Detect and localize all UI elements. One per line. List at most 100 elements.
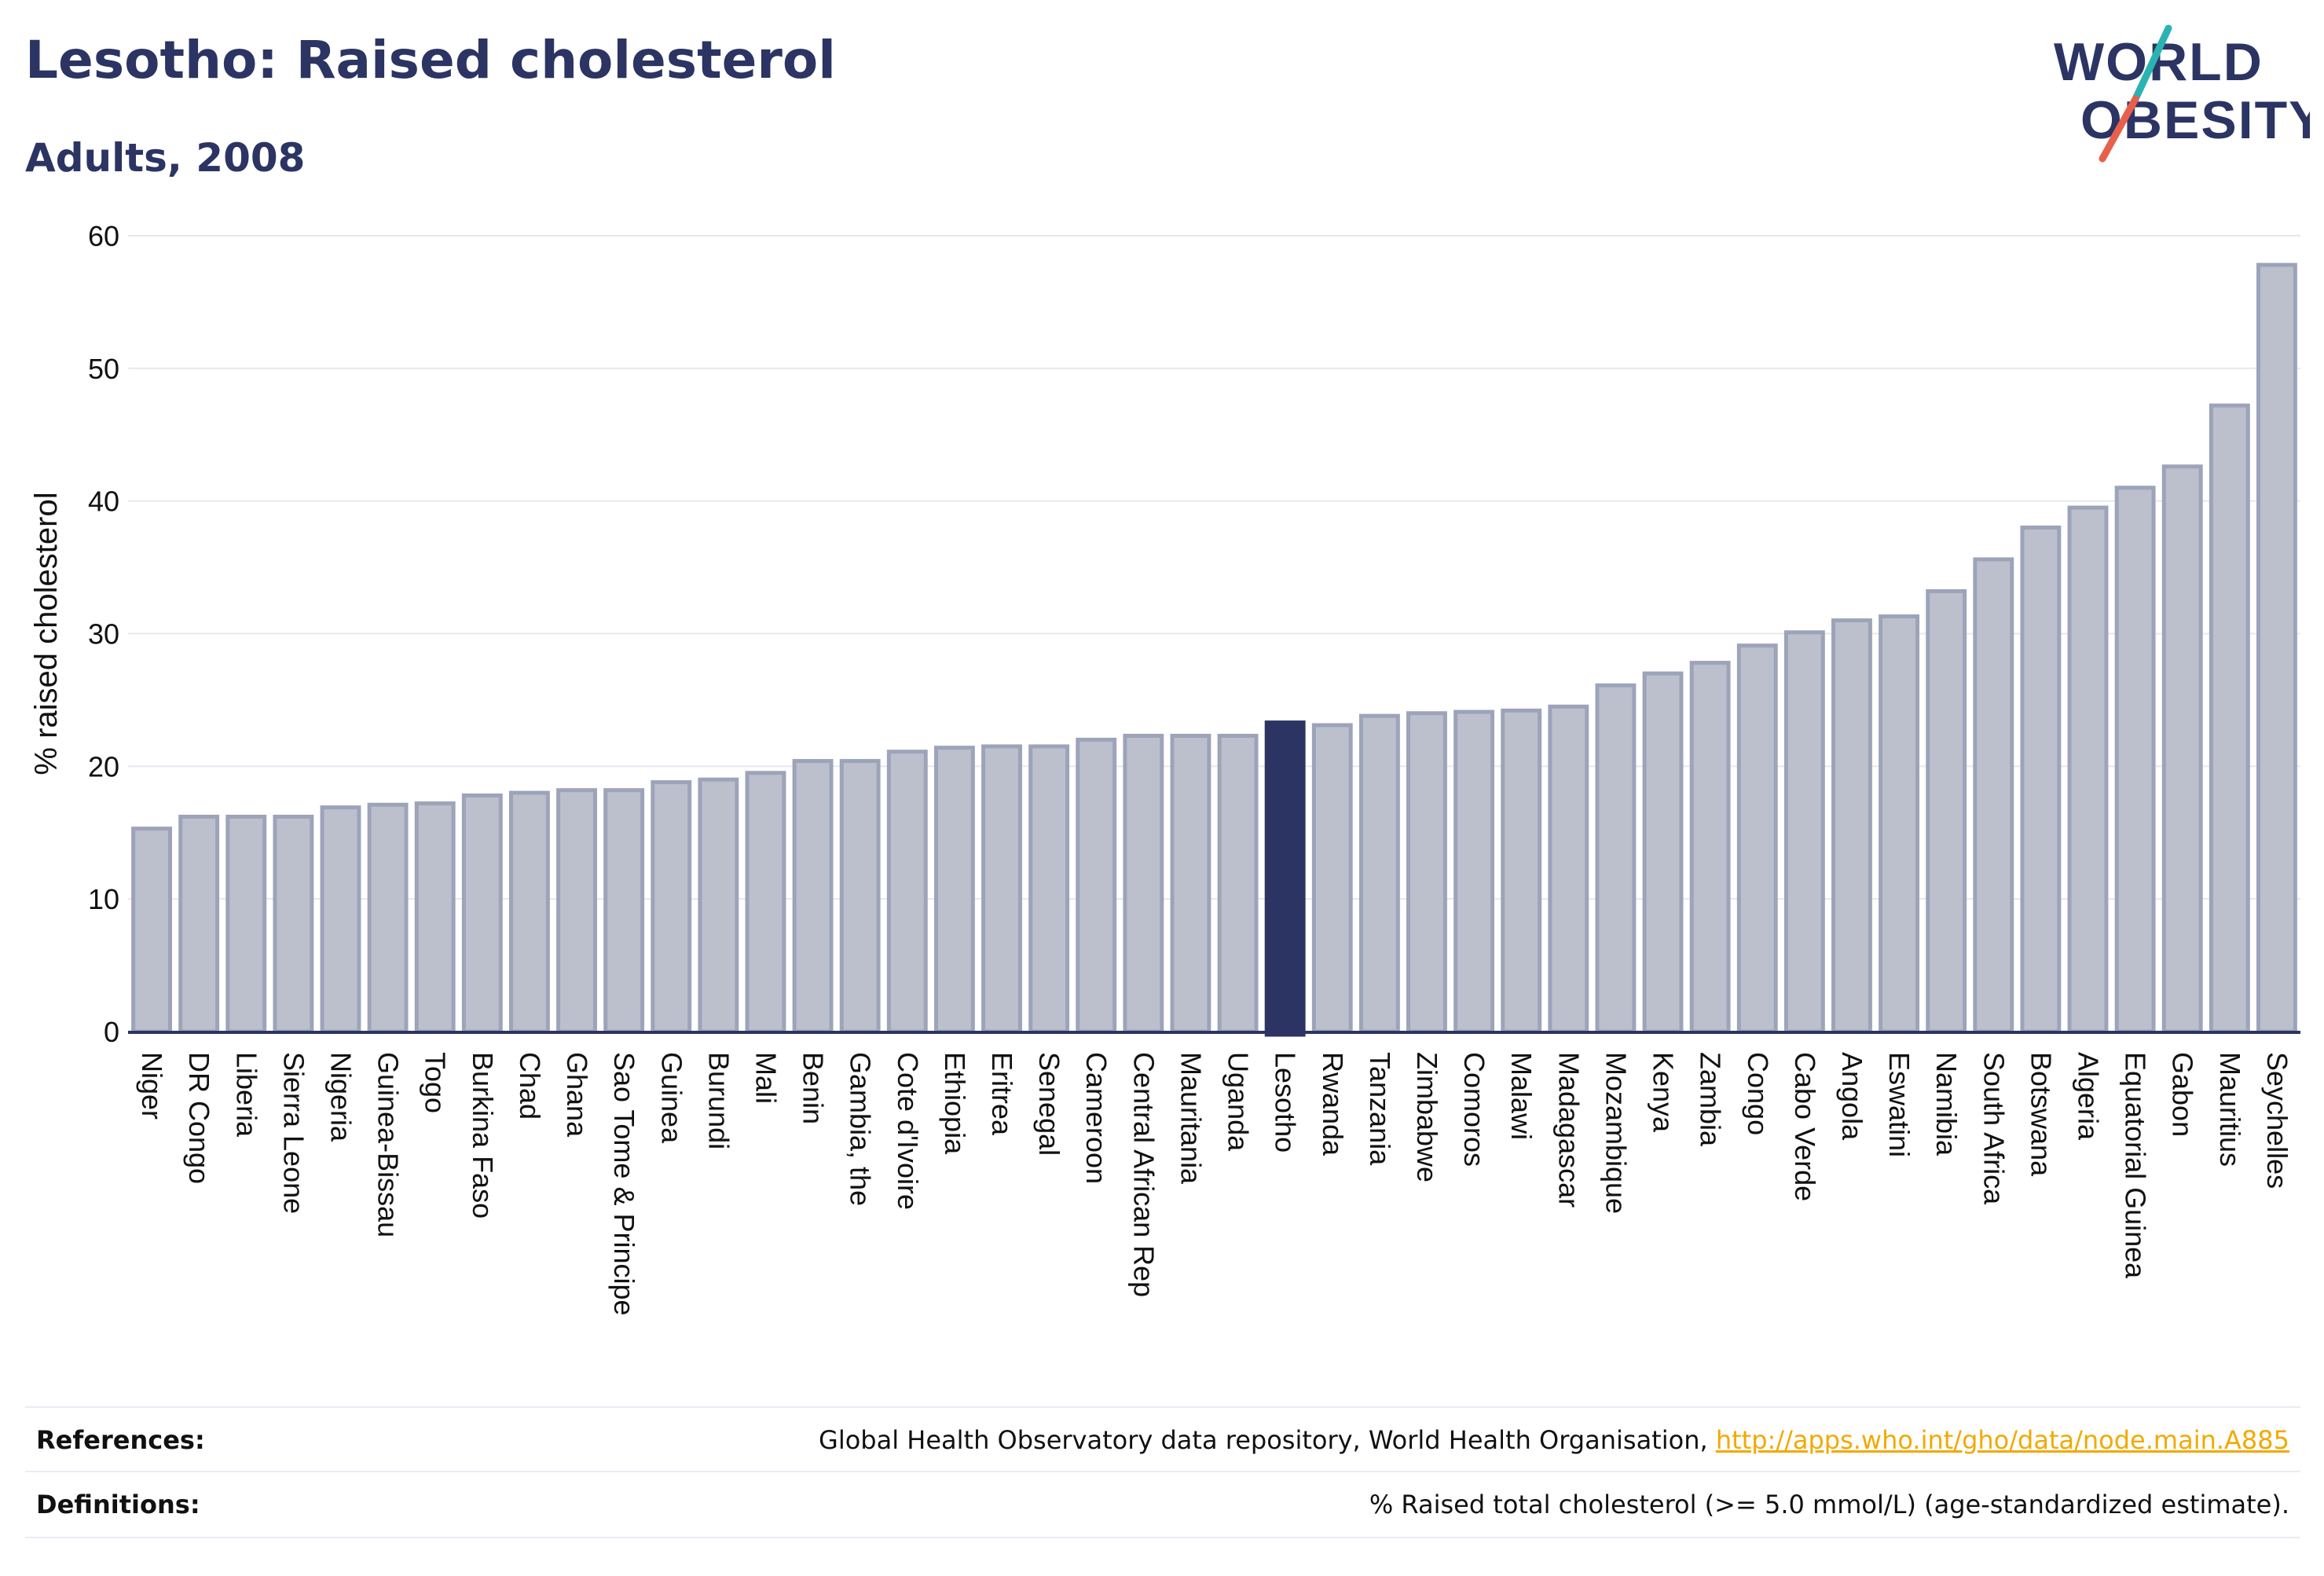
bar <box>367 802 409 1034</box>
references-text: Global Health Observatory data repositor… <box>819 1425 2289 1455</box>
x-tick-label: Guinea <box>655 1052 687 1144</box>
bar <box>131 826 172 1034</box>
y-axis-title: % raised cholesterol <box>29 492 64 775</box>
y-tick-label: 10 <box>88 883 119 915</box>
definitions-text: % Raised total cholesterol (>= 5.0 mmol/… <box>1369 1490 2289 1519</box>
x-tick-label: Mauritania <box>1175 1052 1207 1185</box>
bar <box>886 750 928 1034</box>
bar <box>2256 262 2297 1034</box>
bar <box>981 744 1022 1034</box>
bar <box>2209 403 2250 1034</box>
x-tick-label: Cabo Verde <box>1789 1052 1821 1201</box>
bar <box>745 771 786 1034</box>
x-tick-label: Madagascar <box>1552 1052 1585 1208</box>
bar <box>1501 708 1542 1034</box>
bar <box>1783 630 1825 1034</box>
x-tick-label: Eswatini <box>1883 1052 1915 1157</box>
x-tick-label: Cameroon <box>1080 1052 1113 1184</box>
x-tick-labels: Niger DR Congo Liberia Sierra Leone Nigeria G… <box>136 1052 2293 1316</box>
x-tick-label: Cote d'Ivoire <box>892 1052 924 1210</box>
references-link[interactable]: http://apps.who.int/gho/data/node.main.A… <box>1715 1425 2289 1455</box>
bar-highlight <box>1264 720 1306 1037</box>
x-tick-label: Burkina Faso <box>467 1052 499 1219</box>
x-tick-label: Gabon <box>2167 1052 2199 1137</box>
x-tick-label: Eritrea <box>986 1052 1018 1136</box>
x-tick-label: Sao Tome & Principe <box>608 1052 640 1316</box>
bar <box>178 814 220 1034</box>
x-tick-label: Algeria <box>2073 1052 2105 1141</box>
bar <box>1879 614 1920 1034</box>
x-tick-label: DR Congo <box>183 1052 215 1184</box>
bar <box>414 801 456 1034</box>
x-tick-label: Nigeria <box>324 1052 357 1142</box>
x-tick-label: Namibia <box>1930 1052 1963 1156</box>
x-tick-label: Comoros <box>1458 1052 1490 1167</box>
x-tick-label: Angola <box>1836 1052 1868 1141</box>
bar <box>508 790 550 1034</box>
bar <box>1311 723 1353 1034</box>
bar <box>1736 643 1778 1034</box>
bar <box>1595 683 1637 1034</box>
x-tick-label: Liberia <box>230 1052 262 1138</box>
x-tick-label: Central African Rep <box>1127 1052 1160 1297</box>
bar <box>1642 671 1684 1034</box>
bar <box>273 814 314 1034</box>
bar <box>1358 713 1400 1034</box>
bar <box>1028 744 1070 1034</box>
bar <box>839 759 881 1034</box>
references-source: Global Health Observatory data repositor… <box>819 1425 1716 1455</box>
y-tick-label: 0 <box>104 1016 119 1048</box>
bar <box>1689 661 1731 1034</box>
x-tick-label: Sierra Leone <box>277 1052 310 1214</box>
x-tick-label: Seychelles <box>2261 1052 2293 1189</box>
definitions-row: Definitions: % Raised total cholesterol … <box>25 1471 2300 1538</box>
world-obesity-logo: WORLD OBESITY <box>2054 24 2310 163</box>
y-tick-label: 20 <box>88 750 119 783</box>
x-tick-label: Uganda <box>1222 1052 1255 1152</box>
y-tick-label: 30 <box>88 618 119 651</box>
x-tick-label: Benin <box>797 1052 830 1124</box>
y-tick-label: 40 <box>88 486 119 518</box>
x-tick-label: Guinea-Bissau <box>372 1052 405 1237</box>
bar <box>1926 588 1967 1034</box>
x-tick-label: Togo <box>420 1052 452 1113</box>
definitions-label: Definitions: <box>36 1490 200 1519</box>
x-tick-label: Ethiopia <box>939 1052 971 1155</box>
bar <box>1170 734 1211 1034</box>
bar <box>2067 505 2109 1034</box>
bar <box>1217 734 1259 1034</box>
bars <box>131 262 2297 1037</box>
x-tick-label: Tanzania <box>1364 1052 1396 1166</box>
x-tick-label: Gambia, the <box>845 1052 877 1206</box>
chart-title: Lesotho: Raised cholesterol <box>25 30 836 90</box>
x-tick-label: Congo <box>1742 1052 1774 1135</box>
logo-slash-teal <box>2132 24 2172 103</box>
references-row: References: Global Health Observatory da… <box>25 1406 2300 1472</box>
bar <box>1548 704 1589 1034</box>
bar <box>461 793 503 1034</box>
bar <box>1123 734 1164 1034</box>
bar <box>1973 557 2014 1034</box>
y-tick-label: 50 <box>88 353 119 385</box>
bar <box>651 780 692 1034</box>
x-tick-label: Equatorial Guinea <box>2120 1052 2152 1279</box>
logo-line1: WORLD <box>2054 32 2264 92</box>
references-label: References: <box>36 1425 205 1455</box>
bar <box>933 746 975 1034</box>
bar <box>792 759 834 1034</box>
bar <box>2161 464 2203 1034</box>
x-tick-label: Burundi <box>702 1052 735 1149</box>
x-tick-label: Lesotho <box>1270 1052 1302 1153</box>
x-tick-label: Zimbabwe <box>1411 1052 1443 1182</box>
x-tick-label: Chad <box>514 1052 546 1120</box>
x-tick-label: Mozambique <box>1600 1052 1632 1214</box>
x-tick-label: Kenya <box>1648 1052 1680 1133</box>
y-tick-labels: 0 10 20 30 40 50 60 <box>88 220 119 1048</box>
x-tick-label: Zambia <box>1695 1052 1727 1147</box>
x-tick-label: Niger <box>136 1052 168 1120</box>
bar <box>1831 618 1872 1034</box>
x-tick-label: Senegal <box>1033 1052 1065 1156</box>
chart-subtitle: Adults, 2008 <box>25 135 306 181</box>
bar <box>1406 711 1447 1034</box>
bar <box>2114 486 2156 1034</box>
